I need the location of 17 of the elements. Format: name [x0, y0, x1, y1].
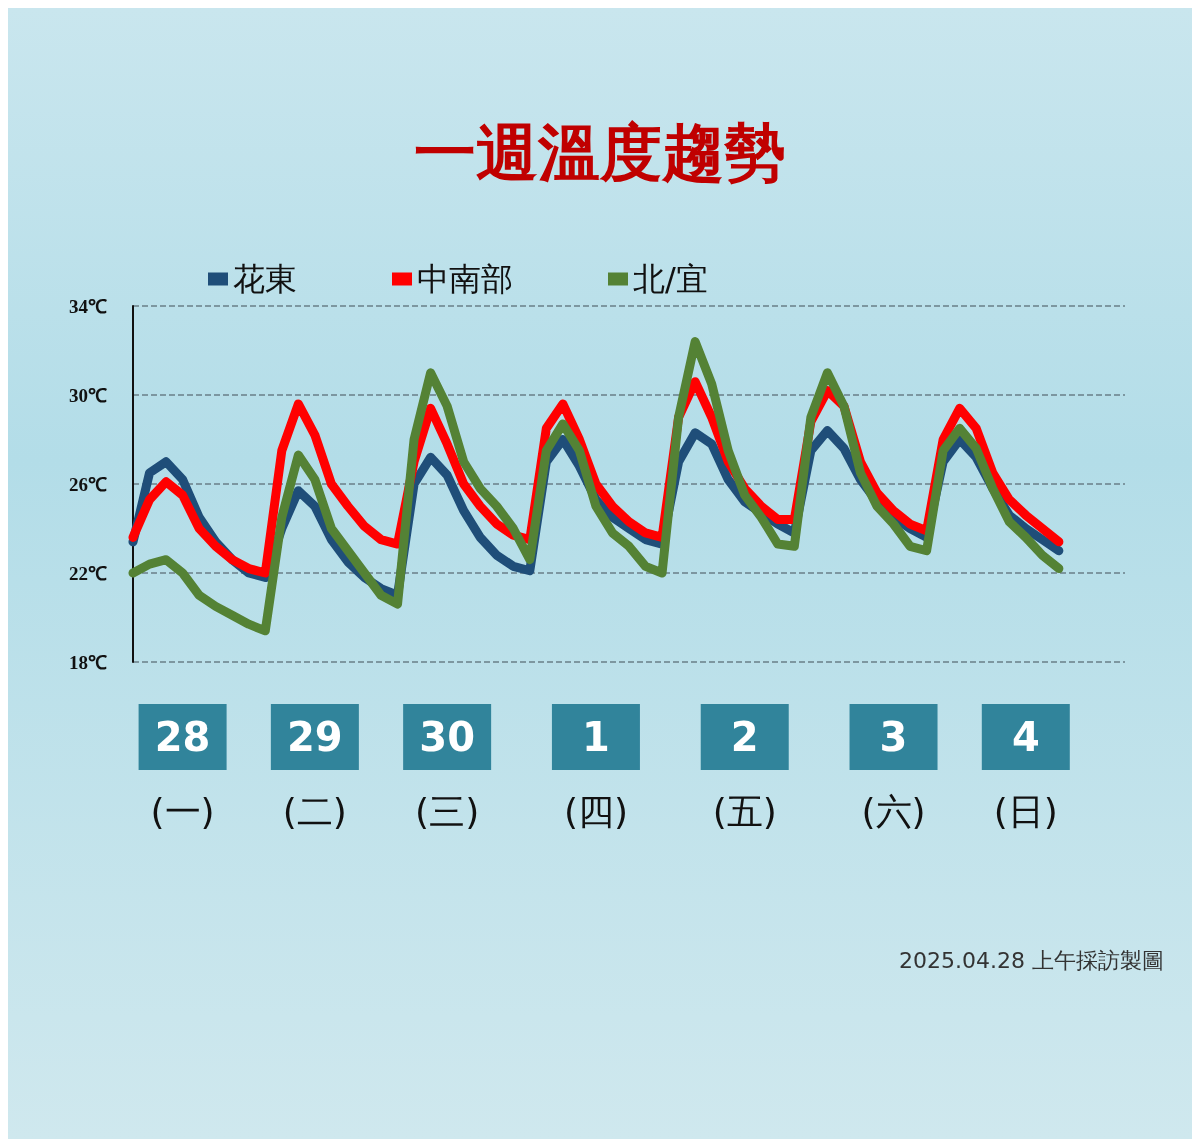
- y-tick-label: 22℃: [69, 562, 107, 584]
- x-tick-label: 4 (日): [993, 714, 1058, 832]
- text: 2025.04.28 上午採訪製圖: [899, 947, 1165, 973]
- legend-label: 花東: [233, 260, 297, 298]
- y-tick-label: 30℃: [69, 384, 107, 406]
- y-tick-label: 34℃: [69, 295, 107, 317]
- x-tick-label: 3 (六): [861, 714, 926, 832]
- x-tick-label: 30 (三): [415, 714, 480, 832]
- x-tick-label: 2 (五): [712, 714, 777, 832]
- y-tick-label: 26℃: [69, 473, 107, 495]
- y-tick-label: 18℃: [69, 651, 107, 673]
- x-tick-label: 29 (二): [282, 714, 347, 832]
- chart-title: 一週溫度趨勢: [414, 115, 786, 189]
- legend-label: 北/宜: [633, 260, 708, 298]
- legend-label: 中南部: [417, 260, 513, 298]
- x-tick-label: 1 (四): [563, 714, 628, 832]
- x-tick-label: 28 (一): [150, 714, 215, 832]
